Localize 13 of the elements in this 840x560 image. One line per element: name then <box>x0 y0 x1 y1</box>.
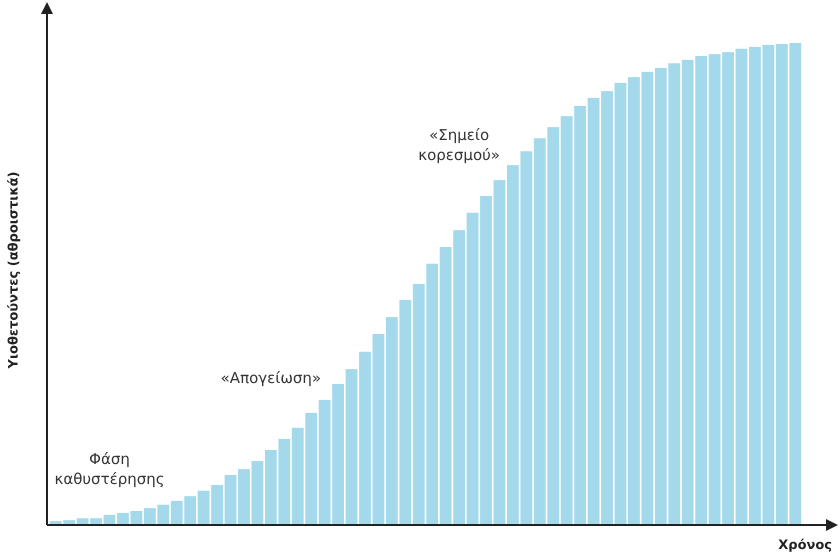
bar <box>789 43 802 524</box>
bar <box>668 63 680 524</box>
annotation: «Σημείο κορεσμού» <box>418 126 500 164</box>
bar <box>292 428 304 524</box>
annotation: «Απογείωση» <box>220 369 322 387</box>
bar <box>412 284 425 524</box>
x-axis-title: Χρόνος <box>778 538 832 553</box>
y-axis-title: Υιοθετούντες (αθροιστικά) <box>6 172 22 370</box>
annotation: Φάση καθυστέρησης <box>54 450 165 488</box>
bar <box>426 264 438 524</box>
bar <box>170 500 183 524</box>
bar <box>50 521 62 524</box>
bar <box>547 127 560 524</box>
